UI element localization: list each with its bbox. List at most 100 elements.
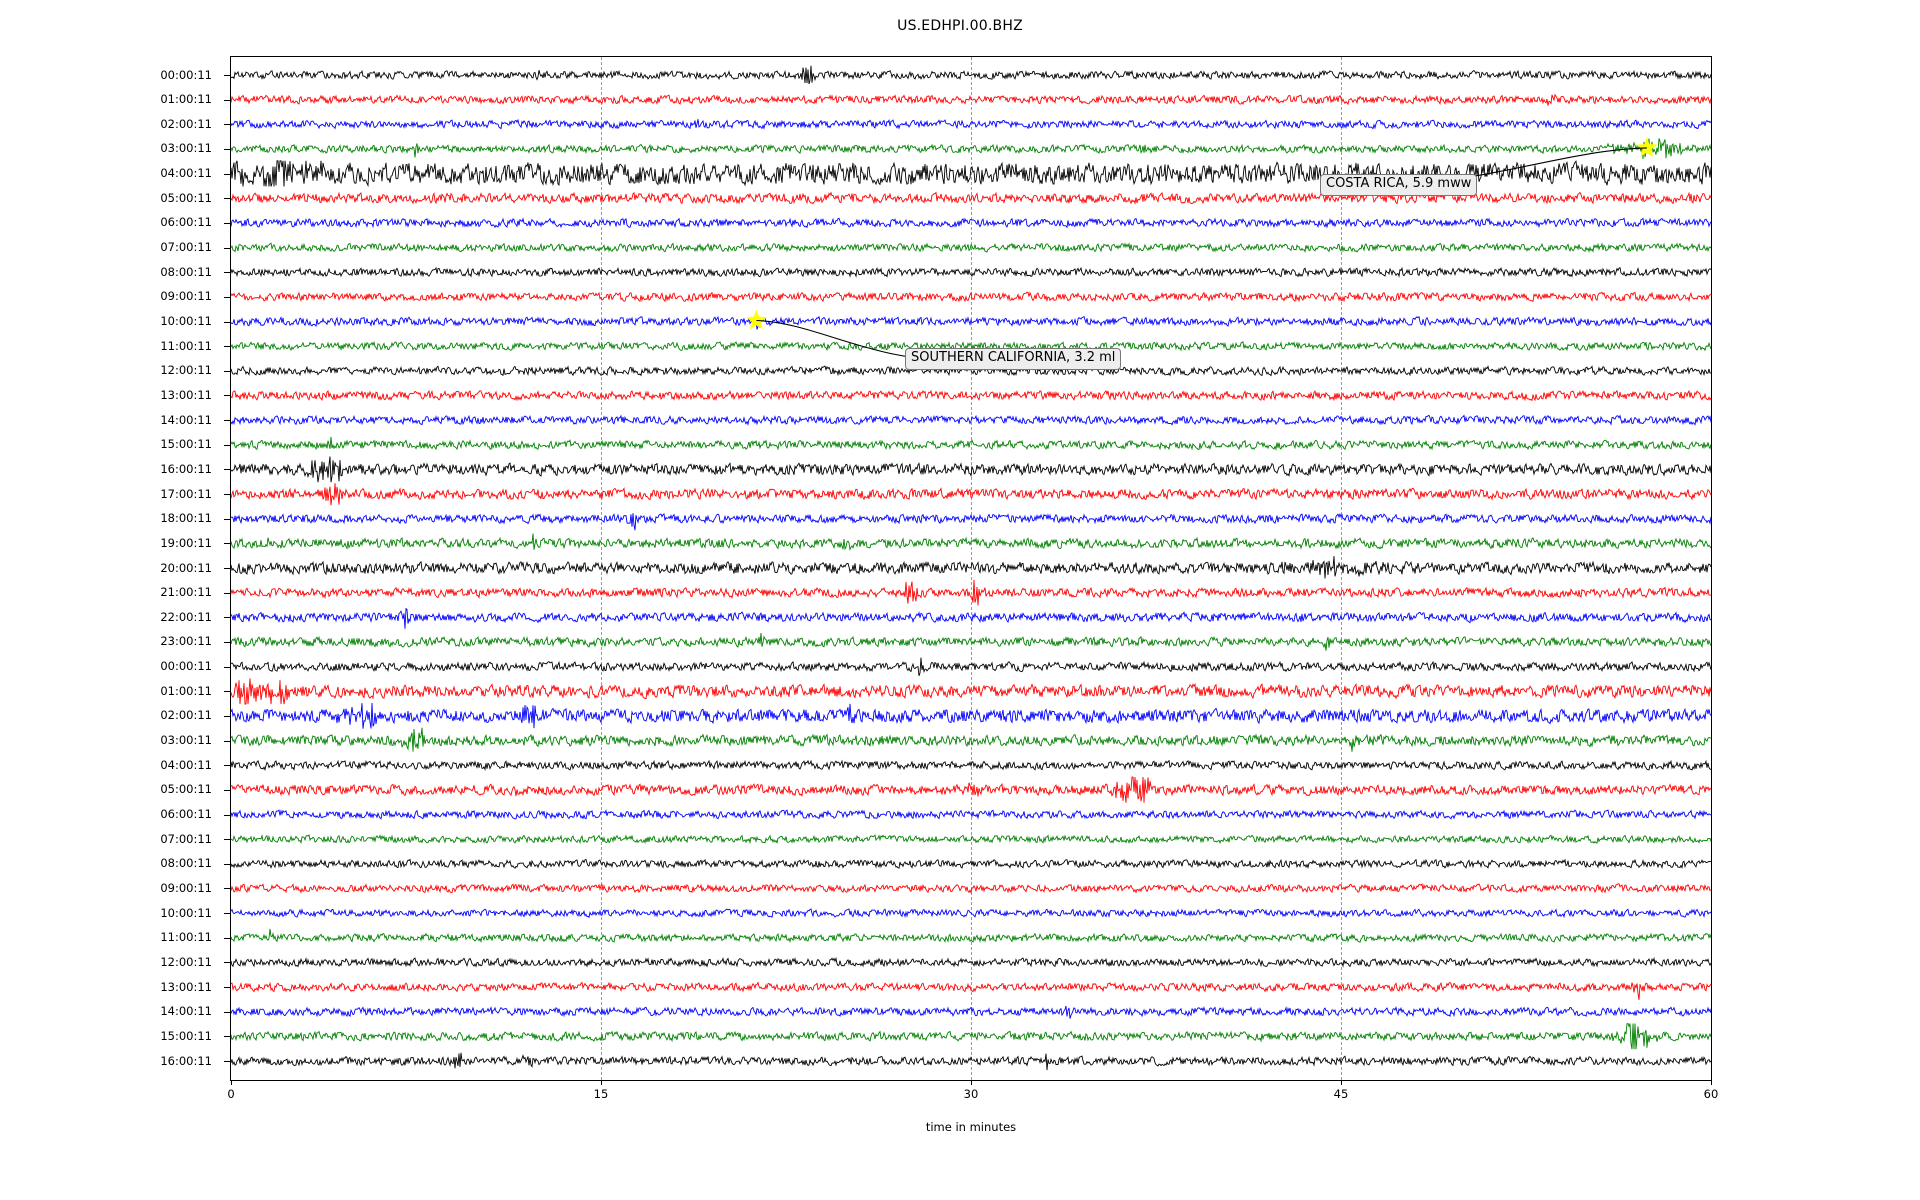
trace-15 [231, 436, 1711, 451]
y-tick-label-6: 06:00:11 [160, 215, 212, 230]
plot-axes [230, 56, 1712, 1081]
y-tick-mark-9 [224, 296, 230, 298]
trace-24 [231, 657, 1711, 676]
y-tick-mark-4 [224, 173, 230, 175]
x-tick-mark-15 [601, 1080, 602, 1085]
y-tick-label-24: 00:00:11 [160, 659, 212, 674]
y-tick-mark-23 [224, 641, 230, 643]
trace-3 [231, 138, 1711, 160]
trace-23 [231, 632, 1711, 651]
y-tick-label-39: 15:00:11 [160, 1028, 212, 1043]
y-tick-label-22: 22:00:11 [160, 609, 212, 624]
y-tick-label-12: 12:00:11 [160, 363, 212, 378]
trace-36 [231, 956, 1711, 968]
y-tick-mark-27 [224, 740, 230, 742]
y-tick-label-15: 15:00:11 [160, 437, 212, 452]
y-tick-label-35: 11:00:11 [160, 930, 212, 945]
y-tick-mark-18 [224, 518, 230, 520]
trace-7 [231, 242, 1711, 253]
annotation-costa-rica[interactable]: COSTA RICA, 5.9 mww [1320, 174, 1478, 196]
y-tick-mark-32 [224, 863, 230, 865]
y-tick-mark-3 [224, 148, 230, 150]
y-tick-label-20: 20:00:11 [160, 560, 212, 575]
x-tick-mark-30 [971, 1080, 972, 1085]
y-tick-mark-25 [224, 691, 230, 693]
star-icon-costa-rica [1636, 136, 1658, 157]
trace-28 [231, 759, 1711, 772]
x-tick-mark-60 [1711, 1080, 1712, 1085]
y-tick-mark-13 [224, 395, 230, 397]
trace-29 [231, 776, 1711, 803]
trace-11 [231, 340, 1711, 352]
trace-21 [231, 579, 1711, 606]
y-tick-label-4: 04:00:11 [160, 166, 212, 181]
y-tick-mark-36 [224, 962, 230, 964]
y-tick-label-18: 18:00:11 [160, 511, 212, 526]
y-tick-label-19: 19:00:11 [160, 535, 212, 550]
y-tick-label-38: 14:00:11 [160, 1004, 212, 1019]
y-tick-label-3: 03:00:11 [160, 141, 212, 156]
y-tick-label-27: 03:00:11 [160, 733, 212, 748]
x-tick-label-60: 60 [1703, 1087, 1719, 1101]
y-tick-label-28: 04:00:11 [160, 757, 212, 772]
trace-17 [231, 483, 1711, 506]
trace-20 [231, 556, 1711, 579]
annotation-southern-california[interactable]: SOUTHERN CALIFORNIA, 3.2 ml [905, 348, 1122, 370]
trace-13 [231, 389, 1711, 402]
gridline-15 [601, 57, 602, 1080]
y-tick-mark-1 [224, 99, 230, 101]
star-icon-southern-california [745, 309, 767, 330]
y-tick-mark-19 [224, 543, 230, 545]
y-tick-label-0: 00:00:11 [160, 67, 212, 82]
y-tick-label-25: 01:00:11 [160, 683, 212, 698]
trace-10 [231, 315, 1711, 330]
x-tick-mark-0 [231, 1080, 232, 1085]
trace-39 [231, 1023, 1711, 1050]
y-tick-mark-33 [224, 888, 230, 890]
trace-37 [231, 981, 1711, 1000]
y-tick-label-13: 13:00:11 [160, 387, 212, 402]
y-tick-mark-28 [224, 765, 230, 767]
y-tick-mark-29 [224, 789, 230, 791]
trace-9 [231, 291, 1711, 303]
trace-31 [231, 834, 1711, 845]
trace-12 [231, 365, 1711, 377]
trace-27 [231, 727, 1711, 752]
trace-6 [231, 217, 1711, 229]
y-tick-mark-24 [224, 666, 230, 668]
trace-14 [231, 414, 1711, 426]
gridline-45 [1341, 57, 1342, 1080]
y-tick-label-16: 16:00:11 [160, 461, 212, 476]
y-tick-label-36: 12:00:11 [160, 954, 212, 969]
y-tick-mark-12 [224, 370, 230, 372]
y-tick-label-2: 02:00:11 [160, 116, 212, 131]
trace-18 [231, 512, 1711, 531]
y-tick-mark-16 [224, 469, 230, 471]
trace-4 [231, 160, 1711, 188]
y-tick-label-34: 10:00:11 [160, 905, 212, 920]
x-tick-label-45: 45 [1333, 1087, 1349, 1101]
y-tick-label-17: 17:00:11 [160, 486, 212, 501]
y-tick-mark-5 [224, 198, 230, 200]
y-tick-label-37: 13:00:11 [160, 979, 212, 994]
y-tick-mark-40 [224, 1061, 230, 1062]
trace-0 [231, 65, 1711, 85]
y-tick-mark-21 [224, 592, 230, 594]
trace-19 [231, 533, 1711, 552]
x-tick-mark-45 [1341, 1080, 1342, 1085]
y-tick-label-1: 01:00:11 [160, 92, 212, 107]
y-tick-mark-0 [224, 75, 230, 76]
y-tick-mark-17 [224, 494, 230, 496]
y-tick-mark-14 [224, 420, 230, 422]
x-tick-label-0: 0 [227, 1087, 235, 1101]
y-tick-label-26: 02:00:11 [160, 708, 212, 723]
y-tick-label-11: 11:00:11 [160, 338, 212, 353]
x-axis-label: time in minutes [925, 1120, 1017, 1134]
trace-25 [231, 678, 1711, 705]
trace-8 [231, 266, 1711, 278]
x-tick-label-15: 15 [593, 1087, 609, 1101]
y-tick-mark-2 [224, 124, 230, 126]
y-tick-mark-30 [224, 814, 230, 816]
trace-35 [231, 928, 1711, 944]
